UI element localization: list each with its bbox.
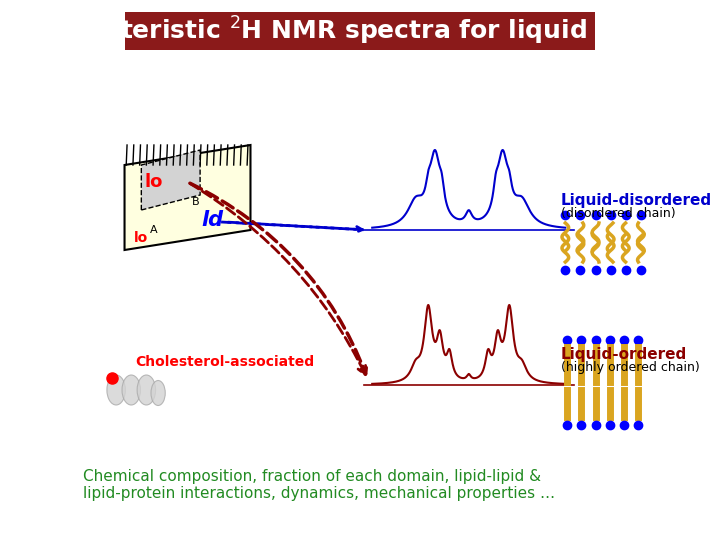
Text: Cholesterol-associated: Cholesterol-associated xyxy=(136,355,315,369)
Ellipse shape xyxy=(107,375,125,405)
Polygon shape xyxy=(125,145,251,250)
Text: (highly ordered chain): (highly ordered chain) xyxy=(561,361,700,375)
Ellipse shape xyxy=(122,375,140,405)
Ellipse shape xyxy=(137,375,156,405)
Text: lo: lo xyxy=(134,231,148,245)
Polygon shape xyxy=(141,150,200,210)
FancyBboxPatch shape xyxy=(125,12,595,50)
Text: Liquid-disordered: Liquid-disordered xyxy=(561,192,712,207)
Text: Liquid-ordered: Liquid-ordered xyxy=(561,348,688,362)
FancyArrowPatch shape xyxy=(190,184,366,375)
Ellipse shape xyxy=(151,381,166,406)
Text: Chemical composition, fraction of each domain, lipid-lipid &
lipid-protein inter: Chemical composition, fraction of each d… xyxy=(83,469,554,501)
Text: B: B xyxy=(192,197,199,207)
Text: ld: ld xyxy=(202,210,224,230)
Text: lo: lo xyxy=(145,173,163,191)
Text: A: A xyxy=(150,225,158,235)
Text: Characteristic $^{2}$H NMR spectra for liquid phases: Characteristic $^{2}$H NMR spectra for l… xyxy=(23,15,696,47)
Text: (disordered chain): (disordered chain) xyxy=(561,206,676,219)
